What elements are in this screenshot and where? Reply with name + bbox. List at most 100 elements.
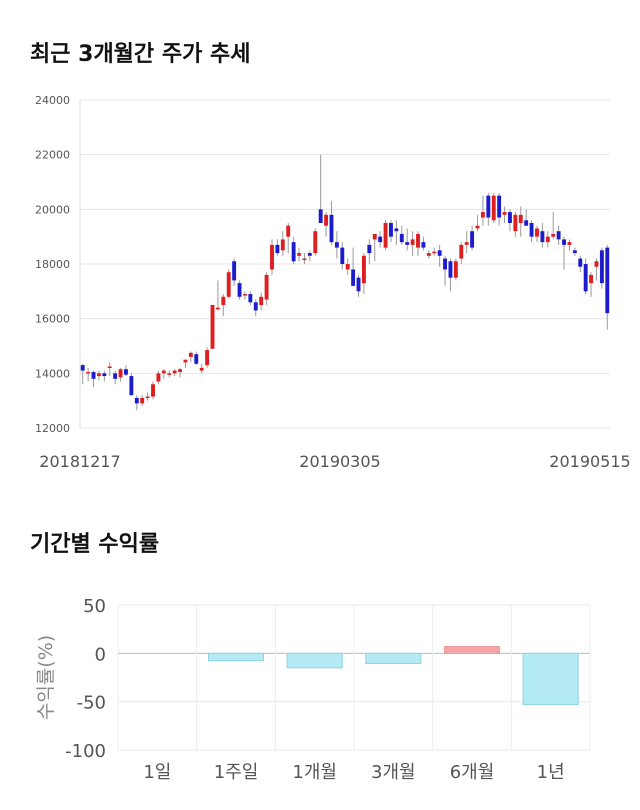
candle-body	[421, 242, 426, 248]
candle-body	[318, 209, 323, 223]
candle-body	[432, 251, 437, 254]
candle-body	[291, 242, 296, 262]
candle-body	[345, 264, 350, 270]
candle-body	[194, 354, 199, 364]
candle-body	[464, 242, 469, 245]
candle-body	[518, 214, 523, 223]
returns-title: 기간별 수익률	[30, 532, 160, 557]
candle-body	[129, 376, 134, 396]
candle-body	[443, 258, 447, 270]
return-bar	[286, 652, 343, 669]
candle-body	[107, 366, 112, 368]
candle-body	[578, 258, 583, 267]
candle-body	[178, 369, 182, 372]
candle-body	[524, 220, 529, 226]
candle-body	[145, 396, 150, 399]
candle-body	[313, 231, 318, 254]
candle-body	[248, 294, 253, 303]
candle-body	[502, 212, 507, 215]
candle-body	[340, 247, 345, 264]
candle-body	[96, 373, 101, 377]
price-trend-title: 최근 3개월간 주가 추세	[30, 42, 251, 67]
x-date-label: 20190515	[549, 452, 630, 471]
candle-body	[118, 369, 123, 378]
y-tick-label: 22000	[35, 149, 70, 162]
candle-body	[161, 370, 166, 374]
x-category-label: 6개월	[450, 762, 495, 783]
candle-body	[302, 258, 307, 261]
return-bar	[522, 652, 579, 706]
candle-body	[226, 272, 231, 297]
candle-body	[156, 373, 161, 382]
y-tick-label: 24000	[35, 94, 70, 107]
y-tick-label: -100	[65, 741, 106, 762]
candle-body	[151, 384, 155, 397]
candle-body	[297, 253, 301, 256]
candle-body	[453, 261, 458, 278]
candle-body	[599, 250, 604, 284]
candle-body	[102, 373, 107, 377]
x-date-label: 20181217	[39, 452, 120, 471]
candle-body	[91, 371, 96, 379]
candle-body	[324, 214, 329, 226]
candle-body	[188, 352, 193, 357]
candle-body	[361, 255, 366, 284]
candle-body	[243, 294, 247, 296]
candle-body	[589, 274, 594, 284]
candle-body	[399, 233, 404, 243]
candle-body	[513, 214, 518, 232]
candle-body	[172, 370, 177, 374]
candle-body	[334, 242, 339, 248]
candle-body	[280, 239, 285, 251]
x-date-label: 20190305	[299, 452, 380, 471]
candle-body	[572, 250, 577, 254]
candle-body	[459, 244, 464, 259]
candle-body	[405, 242, 410, 245]
candle-body	[134, 397, 139, 404]
candle-body	[480, 212, 485, 218]
candle-body	[437, 250, 442, 256]
candle-body	[86, 371, 91, 374]
candle-body	[540, 231, 545, 243]
candle-body	[124, 369, 128, 375]
return-bar	[443, 646, 501, 654]
candle-body	[221, 296, 226, 305]
candle-body	[367, 244, 372, 254]
candle-body	[183, 359, 188, 363]
candle-body	[113, 373, 118, 379]
return-bar	[365, 652, 422, 664]
candle-body	[232, 261, 237, 281]
candle-body	[508, 212, 512, 223]
candle-body	[389, 223, 393, 237]
candle-body	[351, 269, 356, 286]
candle-body	[567, 242, 572, 245]
candle-body	[275, 244, 280, 254]
candle-body	[253, 302, 258, 311]
candle-body	[426, 253, 431, 256]
candle-body	[545, 236, 550, 243]
y-tick-label: 14000	[35, 367, 70, 380]
candle-body	[378, 236, 383, 243]
candle-body	[551, 233, 556, 237]
candle-body	[356, 277, 361, 292]
y-axis-label: 수익률(%)	[35, 635, 57, 720]
candle-body	[383, 223, 388, 248]
candle-body	[372, 233, 377, 240]
candle-body	[307, 253, 312, 256]
return-bar	[207, 652, 265, 662]
x-category-label: 3개월	[371, 762, 416, 783]
candle-body	[605, 247, 610, 314]
candle-body	[448, 261, 453, 278]
candle-body	[205, 350, 210, 366]
y-tick-label: -50	[77, 693, 106, 714]
x-category-label: 1년	[537, 762, 565, 783]
candle-body	[199, 367, 204, 371]
candle-body	[329, 214, 334, 243]
candle-body	[286, 225, 291, 237]
candle-body	[594, 261, 599, 267]
x-category-label: 1주일	[214, 762, 259, 783]
y-tick-label: 0	[95, 644, 106, 665]
candle-body	[475, 225, 480, 229]
y-tick-label: 50	[83, 596, 106, 617]
